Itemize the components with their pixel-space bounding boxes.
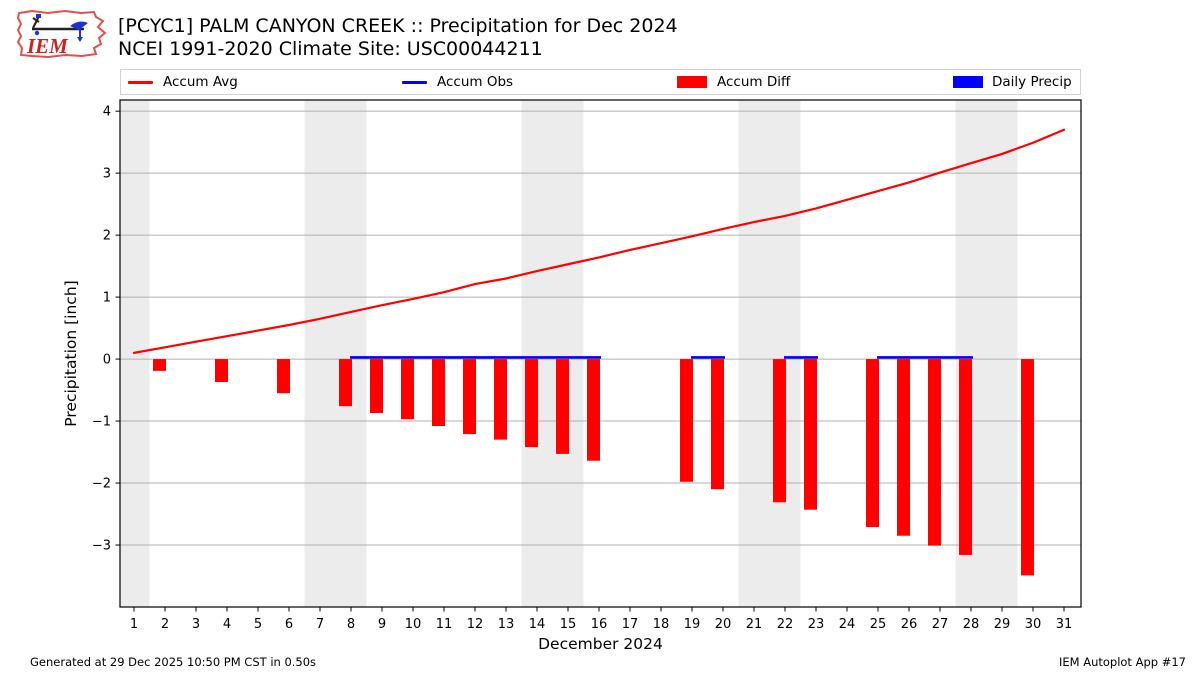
accum-diff-rect-swatch <box>677 76 707 88</box>
x-tick-label: 10 <box>405 617 422 632</box>
x-axis-label: December 2024 <box>538 635 663 653</box>
logo-text: IEM <box>26 34 69 58</box>
legend-label-accum-avg: Accum Avg <box>163 74 238 90</box>
weather-station-icon <box>32 14 88 42</box>
legend: Accum Avg Accum Obs Accum Diff Daily Pre… <box>120 69 1081 95</box>
footer-app-id: IEM Autoplot App #17 <box>1058 655 1186 669</box>
y-tick-label: −3 <box>92 539 111 554</box>
x-tick-label: 2 <box>161 617 169 632</box>
accum-diff-bar <box>401 359 415 420</box>
x-tick-label: 29 <box>994 617 1011 632</box>
accum-diff-bar <box>556 359 570 454</box>
y-tick-label: −1 <box>92 415 111 430</box>
x-tick-label: 24 <box>839 617 856 632</box>
iem-logo: IEM <box>16 9 107 59</box>
x-tick-label: 4 <box>223 617 231 632</box>
x-tick-label: 16 <box>591 617 608 632</box>
accum-diff-bar <box>866 359 880 528</box>
accum-diff-bar <box>804 359 818 510</box>
accum-diff-bar <box>959 359 973 555</box>
legend-label-accum-obs: Accum Obs <box>437 74 514 90</box>
x-tick-label: 6 <box>285 617 293 632</box>
x-tick-label: 5 <box>254 617 262 632</box>
x-tick-label: 17 <box>622 617 639 632</box>
footer-generated-at: Generated at 29 Dec 2025 10:50 PM CST in… <box>30 655 317 669</box>
legend-label-accum-diff: Accum Diff <box>717 74 791 90</box>
accum-diff-bar <box>494 359 508 440</box>
x-tick-label: 21 <box>746 617 763 632</box>
y-tick-label: 0 <box>103 353 111 368</box>
x-tick-label: 23 <box>808 617 825 632</box>
chart-title: [PCYC1] PALM CANYON CREEK :: Precipitati… <box>118 15 678 60</box>
x-tick-label: 12 <box>467 617 484 632</box>
x-tick-label: 18 <box>653 617 670 632</box>
weekend-band <box>738 100 801 607</box>
plot-frame <box>119 99 1082 608</box>
x-tick-label: 22 <box>777 617 794 632</box>
chart-title-line1: [PCYC1] PALM CANYON CREEK :: Precipitati… <box>118 15 678 37</box>
y-tick-label: 1 <box>103 291 111 306</box>
daily-precip-rect-swatch <box>953 76 983 88</box>
accum-obs-line-swatch <box>402 80 427 84</box>
accum-avg-line-swatch <box>128 80 153 84</box>
accum-diff-bar <box>153 359 167 371</box>
accum-diff-bar <box>215 359 229 383</box>
weekend-band <box>521 100 584 607</box>
accum-diff-bar <box>463 359 477 435</box>
y-tick-label: −2 <box>92 477 111 492</box>
x-tick-label: 14 <box>529 617 546 632</box>
accum-diff-bar <box>1021 359 1035 576</box>
y-tick-label: 3 <box>103 167 111 182</box>
accum-diff-bar <box>711 359 725 490</box>
accum-diff-bar <box>339 359 353 407</box>
accum-diff-bar <box>587 359 601 461</box>
x-tick-label: 9 <box>378 617 386 632</box>
x-tick-label: 31 <box>1056 617 1073 632</box>
x-tick-label: 7 <box>316 617 324 632</box>
x-tick-label: 1 <box>130 617 138 632</box>
x-tick-label: 8 <box>347 617 355 632</box>
accum-diff-bar <box>370 359 384 414</box>
weekend-band <box>304 100 367 607</box>
x-tick-label: 28 <box>963 617 980 632</box>
accum-avg-line <box>132 128 1066 354</box>
accum-diff-bar <box>773 359 787 503</box>
accum-diff-bar <box>897 359 911 536</box>
x-tick-label: 30 <box>1025 617 1042 632</box>
x-tick-label: 11 <box>436 617 453 632</box>
y-tick-label: 4 <box>103 105 111 120</box>
x-tick-label: 25 <box>870 617 887 632</box>
accum-diff-bar <box>680 359 694 482</box>
y-tick-label: 2 <box>103 229 111 244</box>
accum-diff-bar <box>277 359 291 394</box>
x-tick-label: 13 <box>498 617 515 632</box>
x-tick-label: 3 <box>192 617 200 632</box>
x-tick-label: 20 <box>715 617 732 632</box>
y-axis-label: Precipitation [inch] <box>62 280 80 426</box>
accum-diff-bar <box>525 359 539 448</box>
accum-diff-bar <box>928 359 942 546</box>
x-tick-label: 27 <box>932 617 949 632</box>
x-tick-label: 15 <box>560 617 577 632</box>
chart-title-line2: NCEI 1991-2020 Climate Site: USC00044211 <box>118 37 543 60</box>
legend-label-daily-precip: Daily Precip <box>992 74 1072 90</box>
x-tick-label: 19 <box>684 617 701 632</box>
x-tick-label: 26 <box>901 617 918 632</box>
accum-diff-bar <box>432 359 446 427</box>
